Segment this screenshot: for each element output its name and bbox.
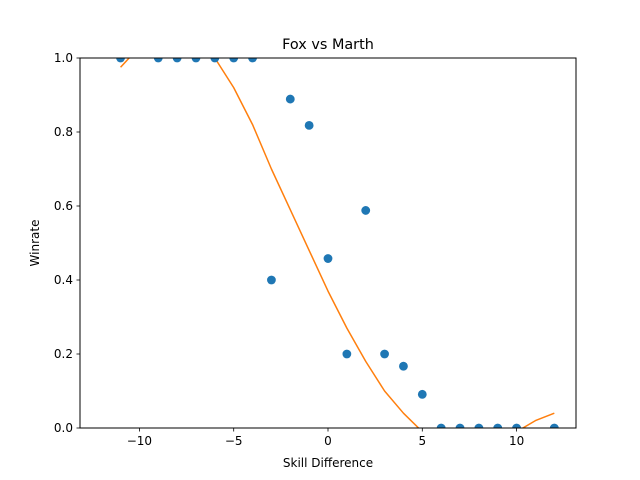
x-tick-label: 5 bbox=[418, 434, 426, 448]
y-tick-label: 0.0 bbox=[54, 421, 73, 435]
chart-title: Fox vs Marth bbox=[282, 37, 374, 53]
data-point bbox=[399, 361, 408, 371]
x-tick-label: −10 bbox=[127, 434, 152, 448]
data-point bbox=[512, 423, 521, 428]
fit-line-layer bbox=[119, 58, 555, 428]
data-point bbox=[455, 423, 465, 428]
y-axis-label: Winrate bbox=[28, 220, 42, 267]
data-point bbox=[210, 58, 220, 63]
y-tick-label: 0.6 bbox=[54, 199, 73, 213]
x-axis-label: Skill Difference bbox=[283, 456, 373, 470]
data-point bbox=[342, 349, 352, 359]
y-tick-label: 1.0 bbox=[54, 51, 73, 65]
data-point bbox=[474, 423, 484, 428]
x-axis-ticks: −10 −5 0 5 10 bbox=[127, 428, 524, 448]
data-point bbox=[549, 423, 559, 428]
data-point bbox=[267, 275, 276, 285]
data-point bbox=[380, 349, 389, 359]
fit-line bbox=[119, 58, 555, 428]
data-point bbox=[304, 120, 314, 130]
data-point bbox=[172, 58, 182, 63]
y-tick-label: 0.8 bbox=[54, 125, 73, 139]
data-point bbox=[417, 389, 427, 399]
data-point bbox=[361, 206, 371, 215]
data-point bbox=[493, 423, 503, 428]
x-tick-label: 0 bbox=[324, 434, 332, 448]
x-tick-label: −5 bbox=[225, 434, 243, 448]
data-point bbox=[116, 58, 125, 63]
data-point bbox=[285, 94, 295, 104]
data-point bbox=[248, 58, 257, 63]
data-point bbox=[153, 58, 163, 63]
data-point bbox=[229, 58, 239, 63]
data-points-layer bbox=[116, 58, 559, 428]
x-tick-label: 10 bbox=[509, 434, 524, 448]
data-point bbox=[436, 423, 446, 428]
data-point bbox=[323, 254, 333, 263]
y-axis-ticks: 0.0 0.2 0.4 0.6 0.8 1.0 bbox=[54, 51, 80, 435]
y-tick-label: 0.4 bbox=[54, 273, 73, 287]
y-tick-label: 0.2 bbox=[54, 347, 73, 361]
data-point bbox=[191, 58, 201, 63]
